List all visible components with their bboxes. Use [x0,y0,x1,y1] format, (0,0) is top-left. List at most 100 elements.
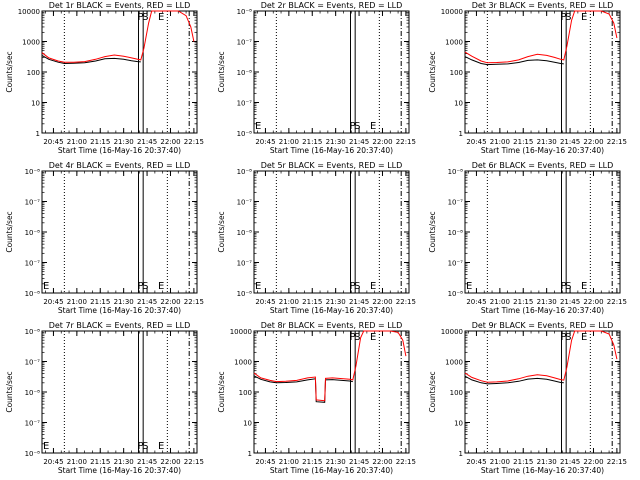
panel-title: Det 4r BLACK = Events, RED = LLD [49,161,191,170]
x-tick-label: 21:45 [560,138,580,146]
x-tick-label: 21:00 [67,298,87,306]
x-tick-label: 21:30 [326,298,346,306]
y-tick-label: 10 [243,420,252,428]
annotation-label: E [43,441,49,452]
detector-panel: Det 5r BLACK = Events, RED = LLD 10⁻⁸ 10⁻⁷… [217,161,416,315]
y-tick-label: 10 [454,100,463,108]
annotation-label: E [581,332,587,343]
annotation-label: P [349,281,355,292]
x-tick-label: 21:30 [326,458,346,466]
y-tick-label: 10⁻⁸ [448,290,464,298]
plot-frame [253,170,410,294]
x-tick-label: 20:45 [43,138,63,146]
y-tick-label: 10⁻⁷ [237,100,253,108]
detector-panel: Det 8r BLACK = Events, RED = LLD 1 10 100 10… [217,321,416,475]
y-axis-label: Counts/sec [428,51,437,92]
x-tick-label: 21:00 [490,458,510,466]
x-tick-label: 21:30 [537,458,557,466]
x-axis-label: Start Time (16-May-16 20:37:40) [481,146,604,155]
x-tick-label: 20:45 [255,458,275,466]
y-axis-label: Counts/sec [5,371,14,412]
annotation-label: E [370,332,376,343]
x-tick-label: 22:00 [160,298,180,306]
x-tick-label: 20:45 [466,138,486,146]
y-tick-label: 100 [450,69,463,77]
x-tick-label: 22:00 [160,138,180,146]
lld-rate-line [464,330,618,383]
y-tick-label: 1000 [234,359,252,367]
panel-title: Det 1r BLACK = Events, RED = LLD [49,1,191,10]
annotation-label: E [370,121,376,132]
y-tick-label: 10⁻⁸ [237,229,253,237]
y-tick-label: 10 [454,420,463,428]
annotation-label: S [142,441,148,452]
y-tick-label: 10 [31,100,40,108]
y-tick-label: 1000 [22,39,40,47]
x-tick-label: 21:45 [349,138,369,146]
x-tick-label: 21:00 [279,298,299,306]
events-rate-line [464,56,564,66]
events-rate-line [464,375,564,385]
annotation-label: P [560,12,566,23]
y-tick-label: 10⁻⁷ [25,420,41,428]
events-rate-line [253,375,353,403]
x-tick-label: 22:15 [607,298,627,306]
annotation-label: E [43,281,49,292]
x-axis-label: Start Time (16-May-16 20:37:40) [58,146,181,155]
x-axis-label: Start Time (16-May-16 20:37:40) [270,146,393,155]
x-tick-label: 22:15 [184,138,204,146]
y-tick-label: 10⁻⁸ [25,328,41,336]
x-tick-label: 21:00 [279,458,299,466]
annotation-label: E [466,281,472,292]
x-tick-label: 20:45 [43,458,63,466]
y-tick-label: 1000 [445,39,463,47]
x-tick-label: 21:45 [349,298,369,306]
panel-title: Det 5r BLACK = Events, RED = LLD [261,161,403,170]
x-tick-label: 21:30 [114,138,134,146]
x-tick-label: 21:45 [349,458,369,466]
y-tick-label: 10⁻⁸ [237,290,253,298]
x-tick-label: 22:15 [396,458,416,466]
x-tick-label: 20:45 [466,458,486,466]
annotation-label: E [581,281,587,292]
y-tick-label: 10⁻⁸ [237,8,253,16]
plot-frame [41,330,198,454]
x-tick-label: 22:00 [583,458,603,466]
y-tick-label: 10⁻⁸ [25,389,41,397]
x-tick-label: 22:00 [583,138,603,146]
x-tick-label: 21:15 [513,138,533,146]
y-axis-label: Counts/sec [217,211,226,252]
lld-rate-line [464,10,618,64]
x-axis-label: Start Time (16-May-16 20:37:40) [481,306,604,315]
annotation-label: E [370,281,376,292]
y-tick-label: 10⁻⁷ [237,260,253,268]
y-axis-label: Counts/sec [5,51,14,92]
y-tick-label: 10⁻⁸ [25,168,41,176]
x-tick-label: 22:00 [372,298,392,306]
y-tick-label: 10⁻⁷ [25,260,41,268]
y-tick-label: 10000 [230,328,252,336]
annotation-label: E [158,12,164,23]
lld-rate-line [253,330,407,402]
x-tick-label: 22:15 [607,458,627,466]
annotation-label: P [137,441,143,452]
detector-panel: Det 9r BLACK = Events, RED = LLD 1 10 100 10… [428,321,627,475]
plot-frame [464,170,621,294]
y-tick-label: 1 [36,130,40,138]
y-axis-label: Counts/sec [217,371,226,412]
x-tick-label: 21:30 [114,458,134,466]
x-tick-label: 21:45 [560,458,580,466]
annotation-label: P [560,281,566,292]
events-rate-line [41,54,141,65]
x-tick-label: 22:00 [372,458,392,466]
annotation-label: P [349,332,355,343]
annotation-label: E [581,12,587,23]
y-tick-label: 10⁻⁸ [237,168,253,176]
y-tick-label: 10⁻⁸ [237,69,253,77]
x-tick-label: 22:15 [184,458,204,466]
x-tick-label: 21:15 [513,298,533,306]
y-tick-label: 1 [459,450,463,458]
y-tick-label: 10⁻⁷ [448,260,464,268]
plot-frame [41,170,198,294]
